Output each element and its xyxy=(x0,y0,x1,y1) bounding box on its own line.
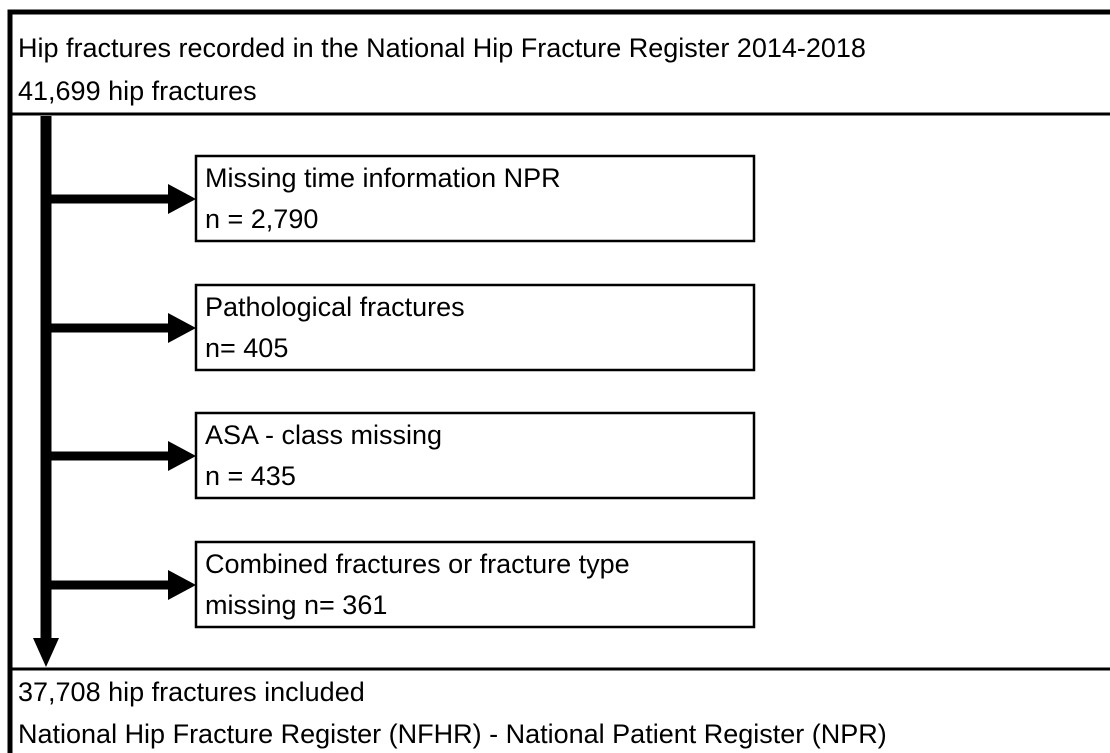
exclusion-label: Missing time information NPR xyxy=(205,163,561,193)
exclusion-label: Combined fractures or fracture type xyxy=(205,549,630,579)
outer-frame xyxy=(7,9,1110,753)
branch-arrow-head xyxy=(168,570,196,600)
header-title: Hip fractures recorded in the National H… xyxy=(18,33,866,63)
exclusion-label: ASA - class missing xyxy=(205,420,442,450)
exclusion-label: Pathological fractures xyxy=(205,292,465,322)
branch-arrow-head xyxy=(168,313,196,343)
header-count: 41,699 hip fractures xyxy=(18,76,257,106)
exclusion-box xyxy=(194,540,756,629)
branch-arrow-head xyxy=(168,184,196,214)
footer-count: 37,708 hip fractures included xyxy=(18,677,365,707)
footer-source: National Hip Fracture Register (NFHR) - … xyxy=(18,719,887,749)
main-arrow-head xyxy=(33,638,59,667)
branch-arrow-head xyxy=(168,441,196,471)
exclusion-count: n = 2,790 xyxy=(205,204,318,234)
exclusion-count: n= 405 xyxy=(205,333,288,363)
exclusion-box xyxy=(194,154,756,243)
exclusion-count: missing n= 361 xyxy=(205,590,387,620)
exclusion-box xyxy=(194,411,756,500)
exclusion-box xyxy=(194,283,756,372)
exclusion-count: n = 435 xyxy=(205,461,296,491)
